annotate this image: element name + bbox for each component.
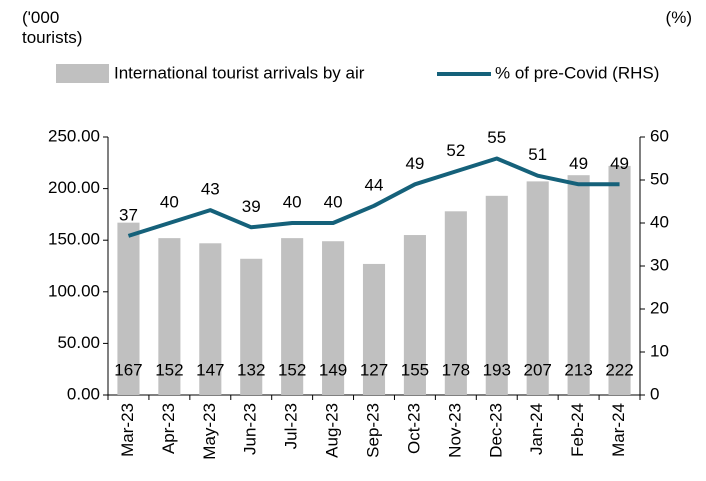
line-value-label: 55 (487, 128, 506, 147)
bar (117, 222, 140, 395)
line-value-label: 51 (528, 145, 547, 164)
legend-label: % of pre-Covid (RHS) (495, 63, 659, 82)
bar (199, 243, 222, 395)
y-axis-label: ('000 tourists) (22, 8, 83, 47)
line-value-label: 49 (610, 154, 629, 173)
bar-value-label: 213 (564, 360, 592, 379)
y2-axis-label: (%) (665, 8, 692, 27)
bar (608, 165, 631, 395)
bar (526, 181, 549, 395)
y2-tick-label: 30 (650, 255, 669, 274)
x-tick-label: Dec-23 (486, 403, 505, 458)
line-value-label: 52 (446, 141, 465, 160)
x-tick-label: Jun-23 (241, 403, 260, 455)
y2-tick-label: 20 (650, 298, 669, 317)
line-value-label: 49 (405, 154, 424, 173)
bar-value-label: 193 (483, 360, 511, 379)
y-tick-label: 0.00 (67, 384, 100, 403)
y-tick-label: 250.00 (48, 126, 100, 145)
line-value-label: 49 (569, 154, 588, 173)
bar-value-label: 127 (360, 360, 388, 379)
bar-value-label: 222 (605, 360, 633, 379)
bar-value-label: 207 (524, 360, 552, 379)
legend-swatch (56, 64, 109, 83)
x-tick-label: Aug-23 (323, 403, 342, 458)
line-value-label: 44 (365, 175, 384, 194)
y-tick-label: 50.00 (57, 333, 100, 352)
bar-value-label: 147 (196, 360, 224, 379)
line-value-label: 43 (201, 180, 220, 199)
bar (567, 175, 590, 395)
y2-tick-label: 0 (650, 384, 659, 403)
x-tick-label: Nov-23 (445, 403, 464, 458)
x-tick-label: Apr-23 (159, 403, 178, 454)
x-tick-label: Oct-23 (404, 403, 423, 454)
y2-tick-label: 10 (650, 341, 669, 360)
x-tick-label: Mar-23 (118, 403, 137, 457)
y2-tick-label: 50 (650, 169, 669, 188)
bar (485, 195, 508, 395)
x-tick-label: Jan-24 (527, 403, 546, 455)
bar-value-label: 178 (442, 360, 470, 379)
bar-value-label: 149 (319, 360, 347, 379)
x-tick-label: Mar-24 (609, 403, 628, 457)
y2-tick-label: 60 (650, 126, 669, 145)
bar (158, 238, 181, 395)
bar (403, 235, 426, 395)
bar-value-label: 152 (155, 360, 183, 379)
line (127, 156, 620, 238)
bar-value-label: 132 (237, 360, 265, 379)
y-tick-label: 150.00 (48, 230, 100, 249)
bar-value-label: 167 (114, 360, 142, 379)
bar (281, 238, 304, 395)
legend-label: International tourist arrivals by air (114, 63, 365, 82)
x-tick-label: Sep-23 (363, 403, 382, 458)
x-tick-label: May-23 (200, 403, 219, 460)
bar (240, 258, 263, 395)
x-tick-label: Feb-24 (568, 403, 587, 457)
bar (362, 263, 386, 395)
bar-value-label: 155 (401, 360, 429, 379)
line-value-label: 39 (242, 197, 261, 216)
y-tick-label: 200.00 (48, 178, 100, 197)
bar-value-label: 152 (278, 360, 306, 379)
line-value-label: 40 (160, 192, 179, 211)
bar (322, 241, 345, 395)
y-tick-label: 100.00 (48, 281, 100, 300)
bar (444, 211, 467, 395)
y2-tick-label: 40 (650, 212, 669, 231)
line-value-label: 37 (119, 205, 138, 224)
line-value-label: 40 (283, 192, 302, 211)
x-tick-label: Jul-23 (282, 403, 301, 449)
line-value-label: 40 (324, 192, 343, 211)
